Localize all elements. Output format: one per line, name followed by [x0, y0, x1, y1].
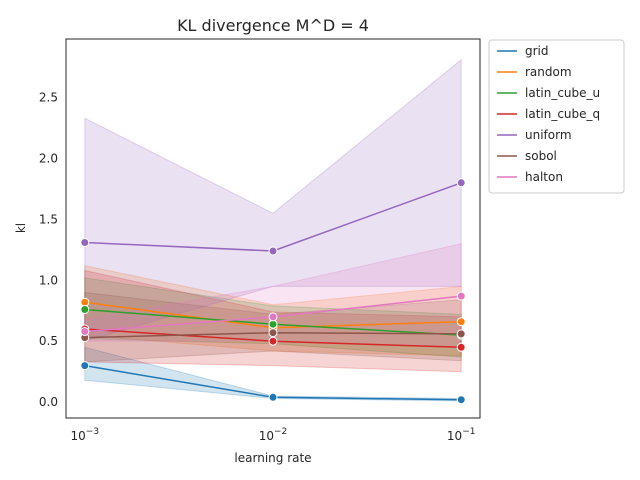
- x-tick-exponent: −3: [86, 427, 99, 437]
- y-tick-label: 0.0: [39, 395, 58, 409]
- data-point-grid: [268, 392, 278, 402]
- legend-box: [488, 39, 625, 194]
- legend-label-random: random: [525, 65, 572, 79]
- plot-background: [66, 39, 480, 418]
- data-point-latin_cube_q: [456, 342, 466, 352]
- data-point-uniform: [80, 238, 90, 247]
- axes: 0.00.51.01.52.02.510−3 10−2 10−1: [39, 38, 481, 443]
- x-tick-exponent: −1: [462, 427, 475, 437]
- x-tick-exponent: −2: [274, 427, 287, 437]
- y-tick-label: 0.5: [39, 334, 58, 348]
- data-point-sobol: [268, 328, 278, 338]
- data-point-halton: [80, 327, 90, 336]
- legend-label-sobol: sobol: [525, 149, 557, 163]
- data-point-halton: [268, 312, 278, 322]
- y-tick-label: 2.5: [39, 91, 58, 105]
- legend-label-latin_cube_u: latin_cube_u: [525, 86, 600, 100]
- data-point-sobol: [456, 329, 466, 339]
- legend: grid random latin_cube_u latin_cube_qunifor…: [488, 39, 625, 194]
- y-tick-label: 1.5: [39, 212, 58, 226]
- y-axis-title: kl: [14, 223, 28, 233]
- data-point-halton: [456, 291, 466, 301]
- data-point-uniform: [268, 246, 278, 256]
- data-point-grid: [456, 395, 466, 405]
- data-point-uniform: [456, 178, 466, 188]
- legend-label-latin_cube_q: latin_cube_q: [525, 107, 600, 121]
- legend-label-grid: grid: [525, 44, 549, 58]
- series-markers: [80, 178, 466, 405]
- legend-label-halton: halton: [525, 170, 563, 184]
- y-tick-label: 2.0: [39, 151, 58, 165]
- legend-label-uniform: uniform: [525, 128, 572, 142]
- x-axis-title: learning rate: [234, 451, 311, 465]
- chart-title: KL divergence M^D = 4: [177, 16, 369, 35]
- data-point-latin_cube_u: [80, 305, 90, 314]
- plot-frame: [65, 38, 481, 419]
- y-tick-label: 1.0: [39, 273, 58, 287]
- data-point-latin_cube_u: [268, 319, 278, 329]
- data-point-random: [456, 317, 466, 327]
- data-point-grid: [80, 361, 90, 371]
- plot-area: [66, 39, 480, 418]
- data-point-latin_cube_q: [268, 336, 278, 346]
